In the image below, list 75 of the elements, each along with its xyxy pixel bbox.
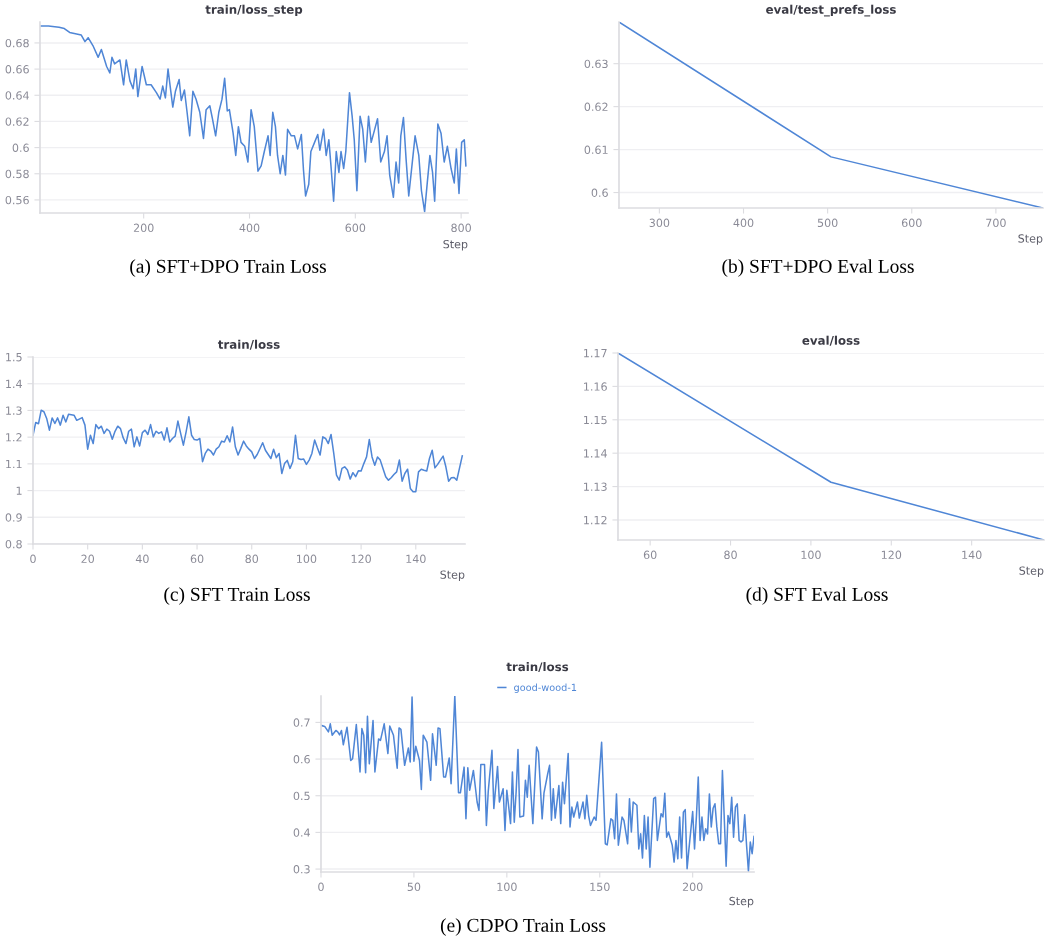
chart-title: train/loss [506, 662, 569, 673]
y-tick-label: 0.8 [5, 539, 22, 549]
x-axis-title: Step [1018, 234, 1043, 245]
y-tick-label: 0.6 [591, 188, 608, 197]
y-tick-label: 0.63 [584, 59, 608, 69]
text: (c) SFT Train Loss [164, 587, 310, 605]
y-tick-label: 0.5 [293, 791, 310, 801]
chart-title: train/loss [217, 339, 280, 350]
y-tick-label: 1.13 [584, 482, 607, 491]
x-tick-label: 100 [801, 550, 821, 560]
x-tick-label: 0 [30, 554, 36, 564]
y-tick-label: 0.64 [5, 91, 29, 100]
y-tick-label: 1.4 [6, 379, 22, 388]
y-tick-label: 1.3 [6, 406, 22, 415]
x-tick-label: 40 [135, 554, 149, 564]
y-tick-label: 0.9 [5, 513, 22, 522]
y-tick-label: 1.14 [584, 449, 607, 458]
y-tick-label: 1.15 [584, 415, 607, 425]
x-tick-label: 120 [351, 554, 371, 564]
x-axis-title: Step [729, 896, 754, 908]
y-tick-label: 0.62 [584, 102, 608, 111]
y-tick-label: 1 [16, 486, 22, 495]
line-series [40, 25, 467, 213]
x-tick-label: 80 [245, 554, 259, 564]
x-axis-title: Step [443, 239, 468, 251]
x-tick-label: 120 [881, 550, 902, 560]
x-tick-label: 400 [239, 223, 260, 233]
text: (d) SFT Eval Loss [746, 587, 888, 605]
x-tick-label: 140 [962, 550, 982, 560]
y-tick-label: 1.12 [584, 515, 607, 525]
x-axis-title: Step [1019, 566, 1044, 577]
y-tick-label: 0.3 [293, 865, 310, 874]
y-tick-label: 1.5 [6, 353, 22, 362]
legend-label: good-wood-1 [514, 683, 577, 693]
x-axis-title: Step [440, 570, 465, 581]
y-tick-label: 0.58 [5, 169, 29, 179]
x-tick-label: 200 [133, 223, 154, 233]
x-tick-label: 100 [497, 882, 517, 892]
x-tick-label: 0 [318, 882, 324, 892]
y-tick-label: 0.6 [293, 755, 310, 764]
x-tick-label: 600 [901, 218, 922, 228]
y-tick-label: 0.56 [5, 195, 29, 205]
x-tick-label: 80 [724, 550, 737, 560]
y-tick-label: 1.16 [584, 382, 607, 391]
x-tick-label: 800 [451, 223, 471, 233]
x-tick-label: 60 [190, 554, 204, 564]
y-tick-label: 0.62 [5, 117, 29, 126]
x-tick-label: 60 [643, 550, 657, 560]
y-tick-label: 0.61 [584, 145, 608, 154]
x-tick-label: 300 [649, 218, 670, 228]
text: (a) SFT+DPO Train Loss [130, 259, 326, 277]
y-tick-label: 0.7 [293, 718, 310, 727]
y-tick-label: 1.2 [6, 433, 22, 442]
x-tick-label: 150 [590, 882, 610, 892]
y-tick-label: 0.4 [293, 828, 310, 837]
x-tick-label: 140 [406, 554, 426, 564]
y-tick-label: 0.6 [12, 143, 29, 152]
chart-title: eval/test_prefs_loss [766, 4, 896, 17]
y-tick-label: 1.1 [6, 459, 22, 469]
y-tick-label: 0.68 [5, 38, 29, 48]
x-tick-label: 20 [81, 554, 95, 564]
text: (b) SFT+DPO Eval Loss [722, 259, 914, 277]
chart-title: eval/loss [802, 335, 860, 346]
x-tick-label: 200 [682, 882, 703, 892]
x-tick-label: 700 [986, 218, 1006, 228]
x-tick-label: 500 [817, 218, 838, 228]
y-tick-label: 1.17 [584, 349, 607, 358]
x-tick-label: 50 [407, 882, 421, 892]
x-tick-label: 100 [297, 554, 317, 564]
text: (e) CDPO Train Loss [440, 918, 606, 936]
line-series [33, 409, 464, 493]
y-tick-label: 0.66 [5, 65, 29, 74]
x-tick-label: 600 [345, 223, 366, 233]
chart-title: train/loss_step [205, 4, 303, 17]
x-tick-label: 400 [733, 218, 754, 228]
